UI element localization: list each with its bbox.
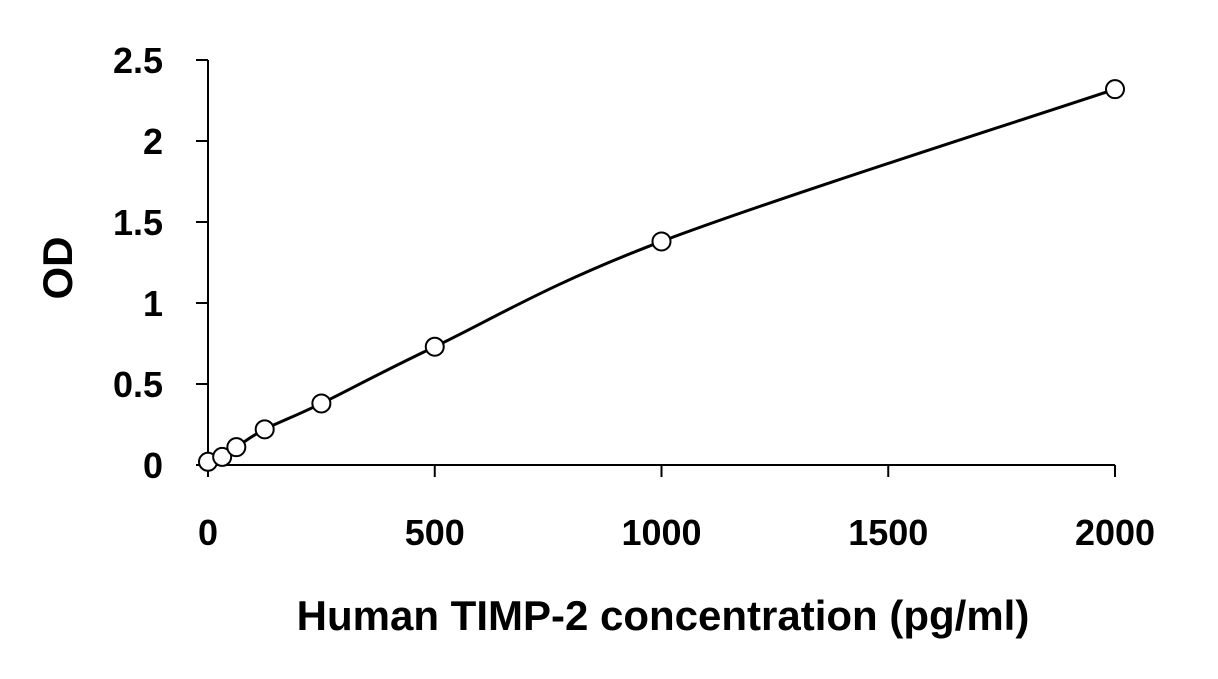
x-tick-label: 1000 — [621, 512, 701, 553]
y-tick-label: 2 — [143, 121, 163, 162]
data-point — [311, 393, 332, 414]
data-point — [212, 446, 233, 467]
x-ticks: 0 500 1000 1500 2000 — [198, 465, 1155, 553]
x-tick-label: 2000 — [1075, 512, 1155, 553]
y-tick-label: 1.5 — [113, 202, 163, 243]
x-tick-label: 500 — [405, 512, 465, 553]
data-point — [424, 336, 445, 357]
y-tick-label: 1 — [143, 283, 163, 324]
y-ticks: 0 0.5 1 1.5 2 2.5 — [113, 40, 208, 486]
x-tick-label: 1500 — [848, 512, 928, 553]
y-tick-label: 0.5 — [113, 364, 163, 405]
data-point — [226, 437, 247, 458]
y-tick-label: 0 — [143, 445, 163, 486]
x-axis-title: Human TIMP-2 concentration (pg/ml) — [297, 592, 1030, 639]
x-tick-label: 0 — [198, 512, 218, 553]
data-point — [1105, 79, 1125, 100]
data-point — [254, 419, 275, 440]
data-point — [651, 231, 672, 252]
y-tick-label: 2.5 — [113, 40, 163, 81]
fit-curve — [207, 87, 1116, 464]
data-points — [198, 79, 1125, 472]
y-axis-title: OD — [34, 237, 81, 300]
axes — [207, 60, 1115, 466]
